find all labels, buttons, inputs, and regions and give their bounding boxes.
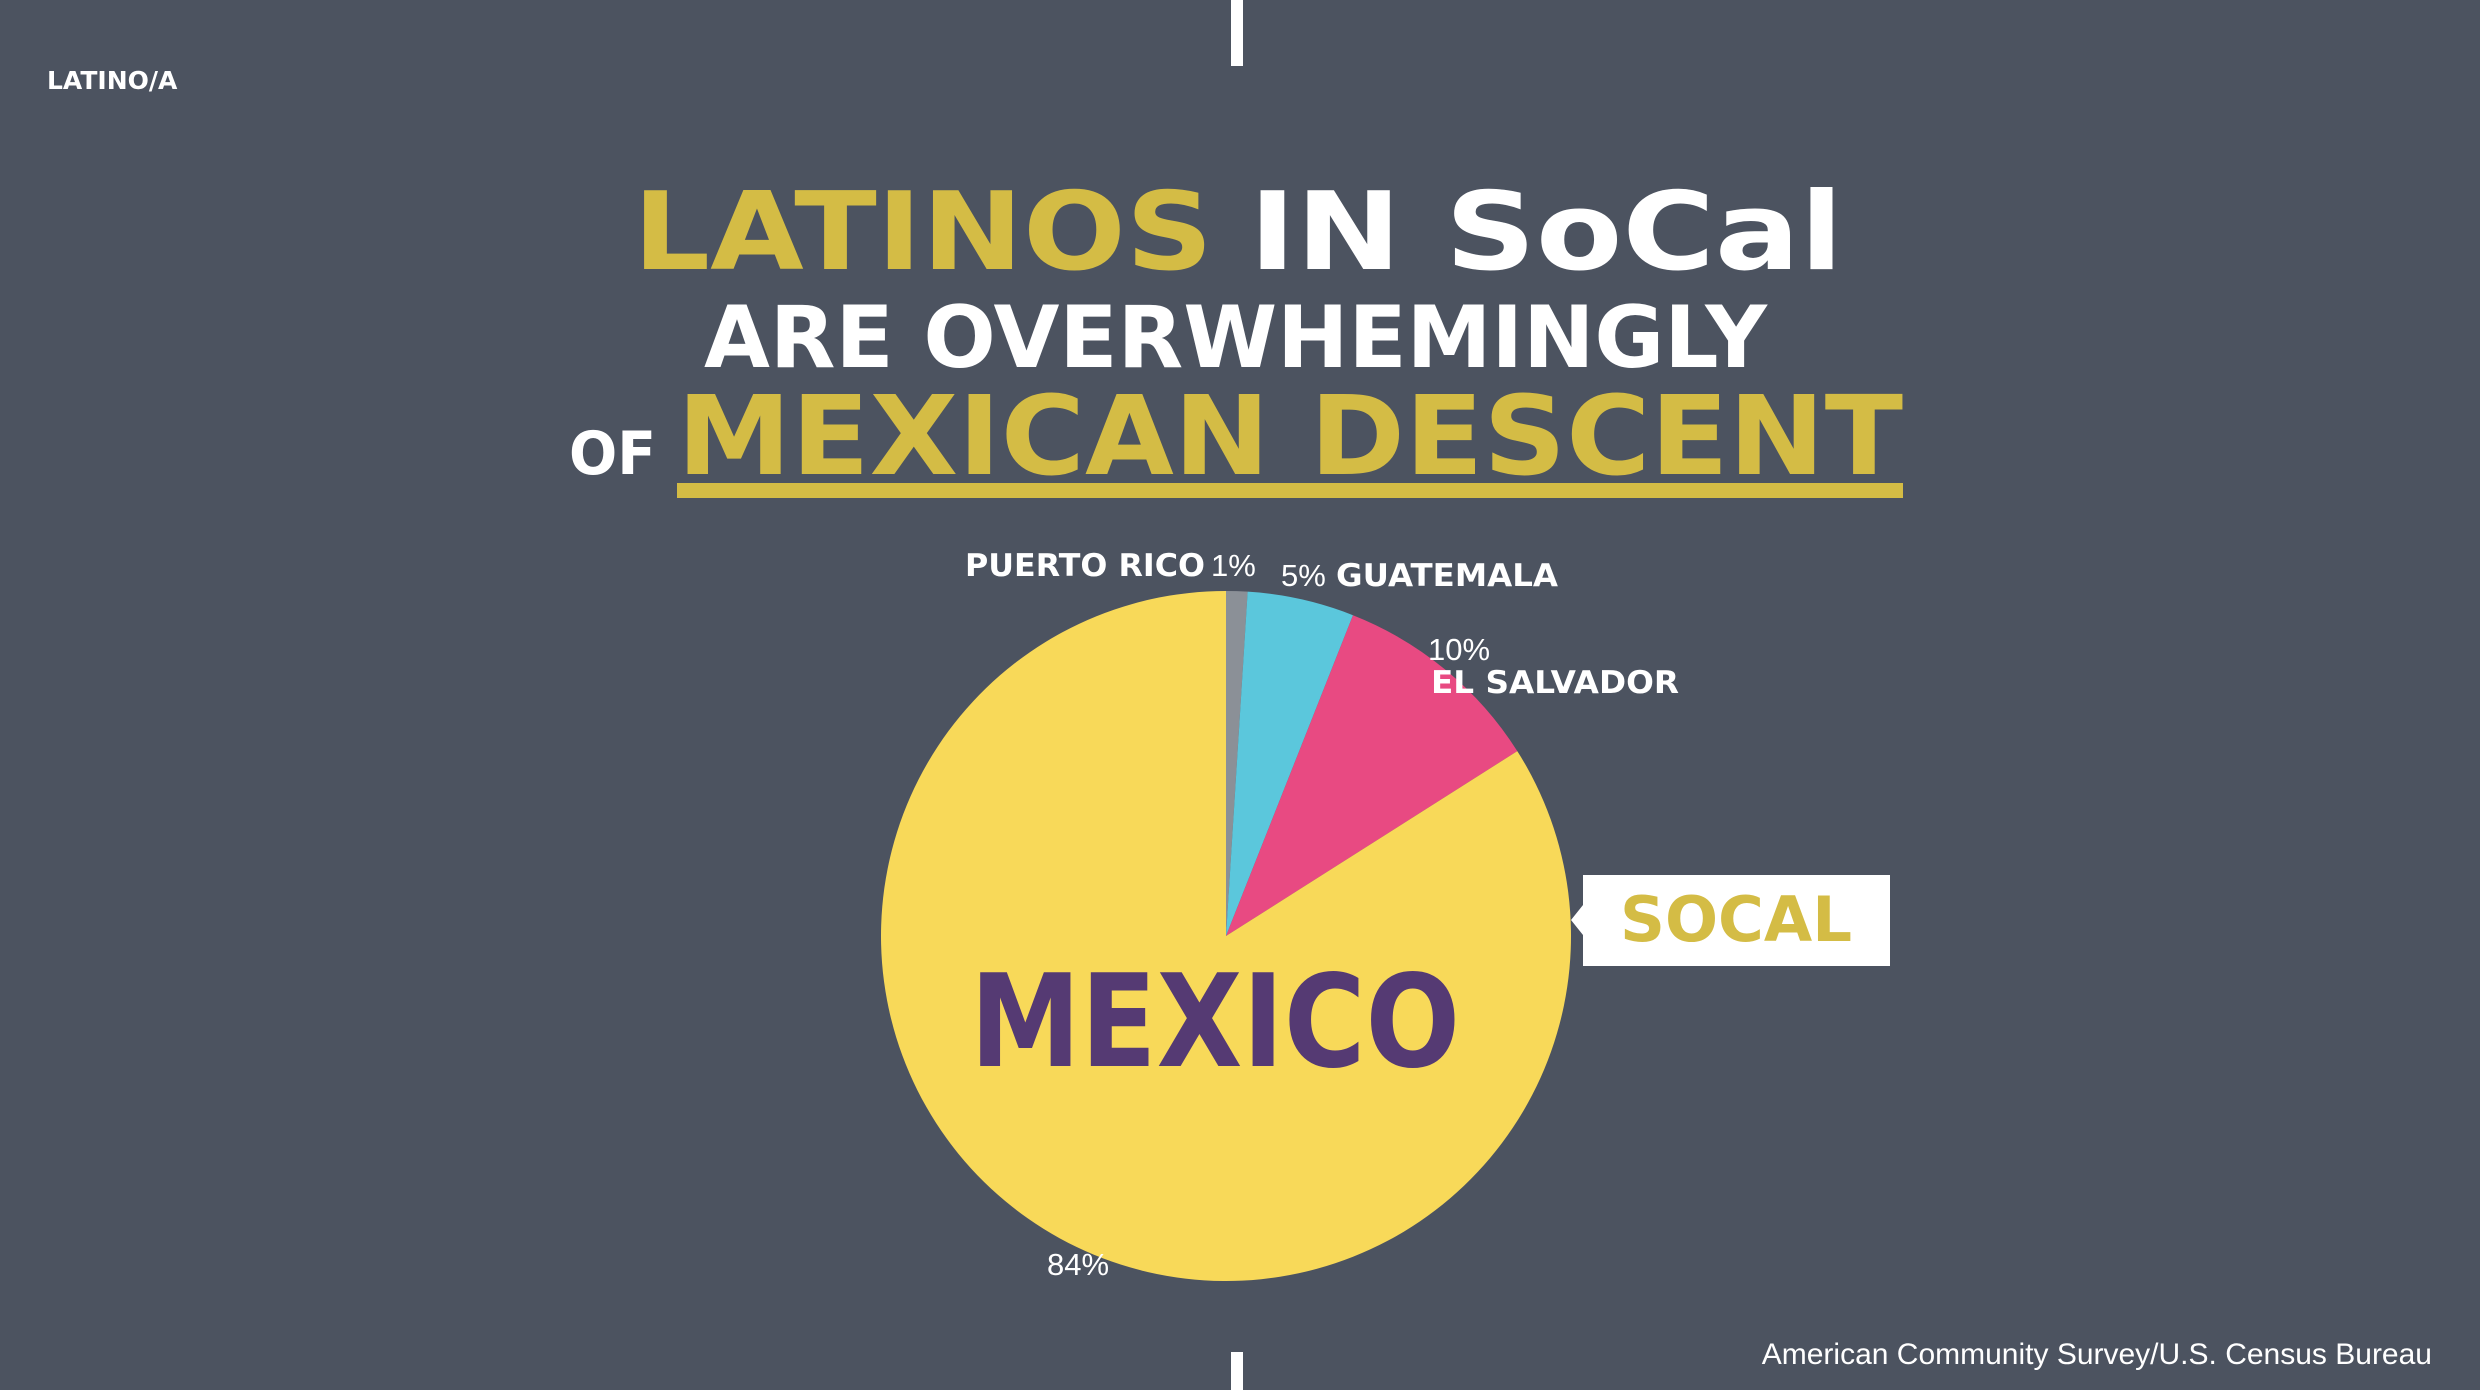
slice-label: PUERTO RICO [965, 548, 1205, 584]
pie-slice [1226, 591, 1354, 936]
value-label: 5% [1281, 558, 1326, 593]
slice-label: EL SALVADOR [1431, 665, 1679, 701]
pie-slice [1226, 615, 1518, 936]
source: American Community Survey/U.S. Census Bu… [1762, 1338, 2432, 1371]
pie [881, 591, 1571, 1281]
title-text: ARE OVERWHEMINGLY [704, 288, 1769, 388]
callout-box [1571, 875, 1890, 966]
title-text: OF [569, 419, 656, 489]
value-label: 84% [1047, 1247, 1109, 1282]
title-highlight: MEXICAN DESCENT [677, 372, 1903, 500]
title-highlight: LATINOS [633, 170, 1213, 295]
title-text: IN SoCal [1249, 170, 1843, 295]
callout-text: SOCAL [1620, 883, 1852, 956]
value-label: 10% [1428, 632, 1490, 667]
slice-label: MEXICO [970, 948, 1460, 1097]
divider-bottom [1231, 1352, 1243, 1390]
section-tag: LATINO/A [47, 66, 178, 95]
divider-top [1231, 0, 1243, 66]
slice-label: GUATEMALA [1336, 558, 1558, 594]
pie-slice [1226, 591, 1248, 936]
value-label: 1% [1211, 548, 1256, 583]
pie-slice [881, 591, 1571, 1281]
title-underline [677, 483, 1903, 498]
